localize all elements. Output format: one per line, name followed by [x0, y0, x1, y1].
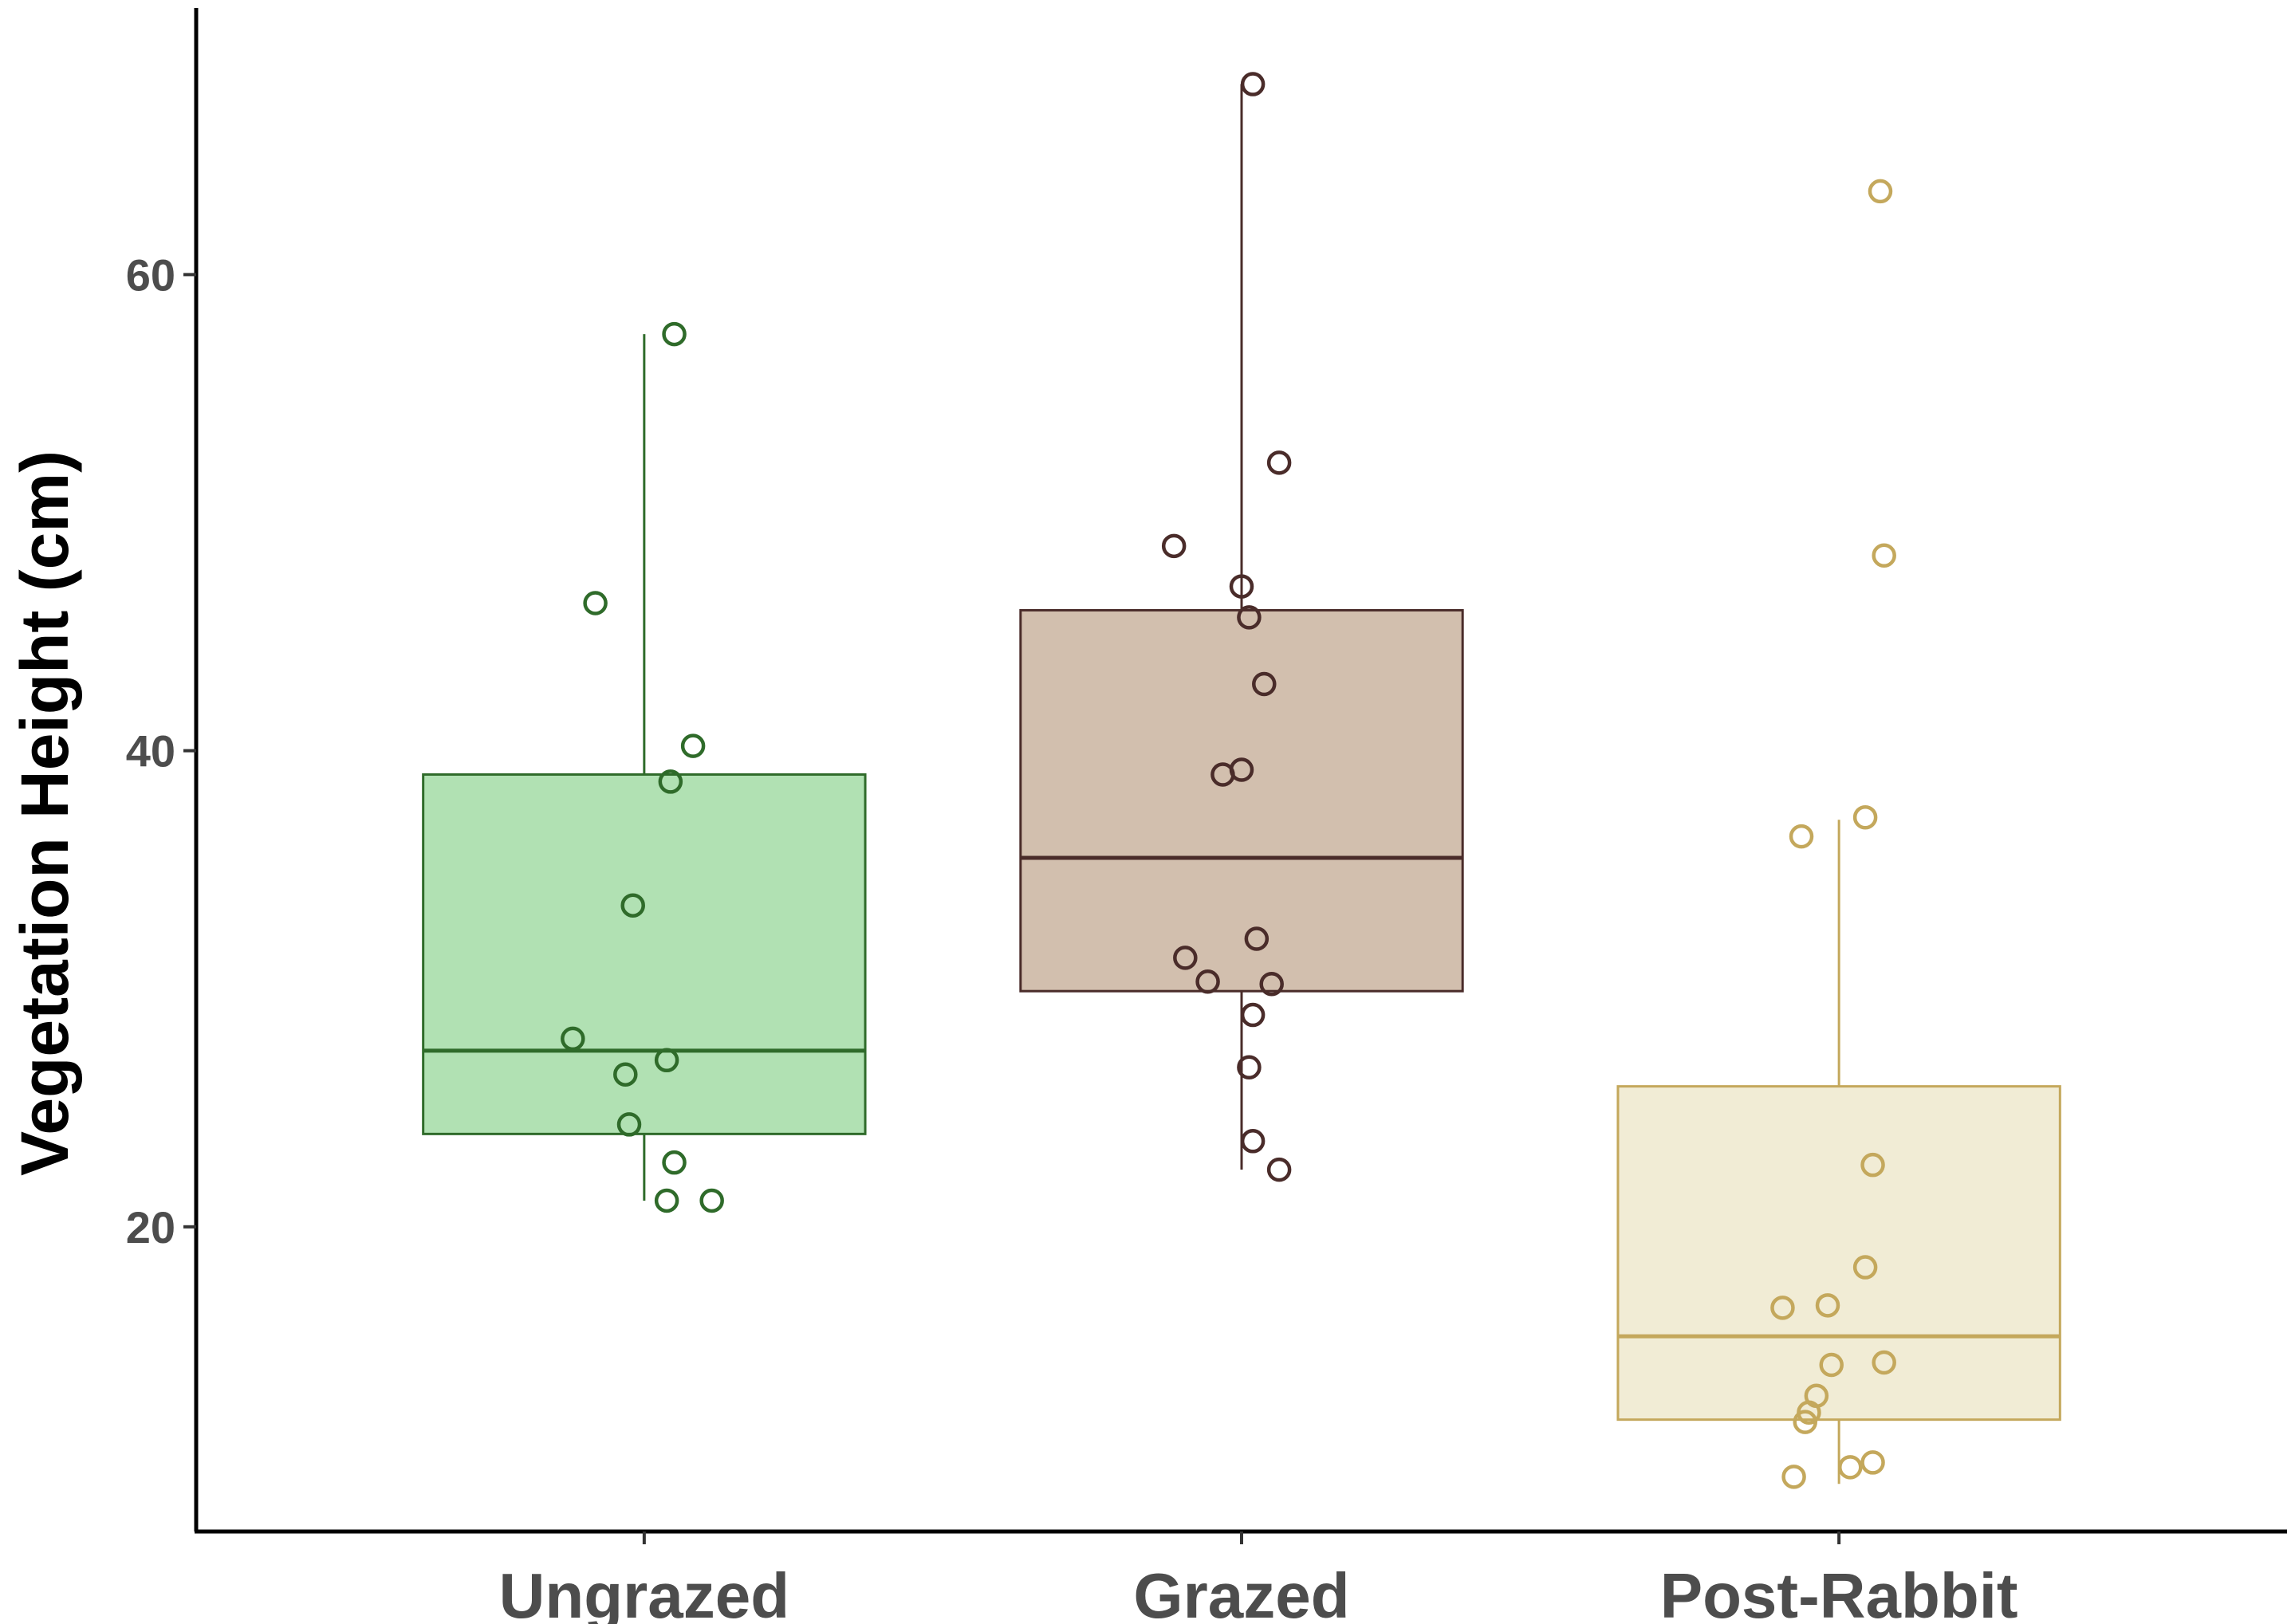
x-tick-label-grazed: Grazed — [1133, 1560, 1349, 1624]
point-ungrazed-6 — [654, 1048, 679, 1073]
point-post-rabbit-1 — [1872, 543, 1896, 568]
point-grazed-10 — [1195, 969, 1220, 994]
y-tick-label-60: 60 — [126, 250, 175, 300]
point-post-rabbit-8 — [1872, 1350, 1896, 1375]
data-points — [561, 72, 1896, 1489]
point-post-rabbit-6 — [1815, 1293, 1840, 1318]
point-ungrazed-5 — [561, 1026, 585, 1052]
boxes — [422, 84, 2061, 1484]
point-post-rabbit-0 — [1868, 179, 1893, 204]
box-post-rabbit — [1616, 820, 2061, 1484]
point-grazed-11 — [1259, 971, 1284, 997]
point-grazed-12 — [1240, 1002, 1266, 1028]
iqr-box-ungrazed — [422, 773, 867, 1135]
point-grazed-2 — [1161, 533, 1187, 559]
y-tick-label-20: 20 — [126, 1202, 175, 1252]
box-grazed — [1019, 84, 1464, 1170]
box-ungrazed — [422, 334, 867, 1201]
point-grazed-13 — [1237, 1055, 1262, 1079]
point-ungrazed-7 — [613, 1062, 638, 1087]
point-grazed-3 — [1229, 574, 1254, 599]
point-grazed-0 — [1240, 72, 1266, 96]
point-post-rabbit-12 — [1793, 1410, 1817, 1434]
y-tick-label-40: 40 — [126, 726, 175, 777]
point-ungrazed-8 — [616, 1112, 642, 1137]
point-post-rabbit-15 — [1781, 1465, 1806, 1489]
point-ungrazed-10 — [654, 1188, 679, 1213]
point-post-rabbit-13 — [1860, 1450, 1885, 1475]
point-grazed-1 — [1266, 450, 1292, 475]
point-grazed-7 — [1210, 762, 1235, 787]
point-post-rabbit-4 — [1860, 1152, 1885, 1178]
x-tick-label-ungrazed: Ungrazed — [499, 1560, 790, 1624]
y-axis-title: Vegetation Height (cm) — [7, 450, 82, 1176]
point-grazed-8 — [1244, 926, 1269, 951]
point-grazed-5 — [1252, 671, 1277, 697]
point-ungrazed-1 — [583, 591, 608, 615]
point-grazed-9 — [1173, 946, 1198, 970]
x-tick-label-post-rabbit: Post-Rabbit — [1660, 1560, 2018, 1624]
point-post-rabbit-2 — [1852, 804, 1878, 830]
point-ungrazed-4 — [620, 893, 645, 918]
point-post-rabbit-5 — [1852, 1255, 1878, 1280]
point-post-rabbit-3 — [1789, 824, 1814, 849]
x-axis-ticks: Ungrazed Grazed Post-Rabbit — [499, 1532, 2018, 1624]
point-ungrazed-0 — [662, 321, 687, 347]
iqr-box-grazed — [1019, 608, 1464, 993]
point-ungrazed-11 — [699, 1188, 724, 1213]
point-post-rabbit-9 — [1819, 1352, 1844, 1378]
point-post-rabbit-7 — [1770, 1296, 1795, 1320]
iqr-box-post-rabbit — [1616, 1085, 2061, 1421]
y-axis-ticks: 20 40 60 — [126, 250, 196, 1252]
point-ungrazed-3 — [658, 769, 683, 794]
point-ungrazed-9 — [662, 1150, 687, 1175]
point-grazed-15 — [1266, 1157, 1292, 1182]
point-grazed-14 — [1240, 1129, 1266, 1154]
point-post-rabbit-14 — [1838, 1455, 1863, 1480]
point-grazed-4 — [1237, 605, 1262, 630]
point-ungrazed-2 — [680, 733, 706, 758]
